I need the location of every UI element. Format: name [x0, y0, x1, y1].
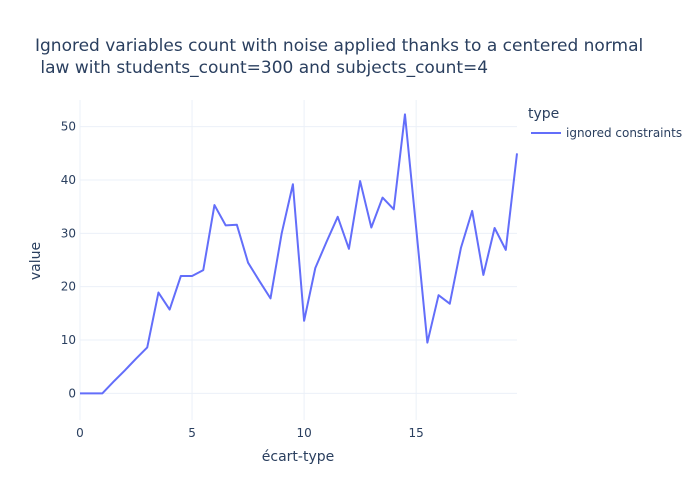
data-point[interactable]: [423, 339, 431, 347]
data-point[interactable]: [289, 180, 297, 188]
grid: [79, 100, 517, 420]
data-point[interactable]: [121, 366, 129, 374]
legend-items[interactable]: ignored constraints: [531, 126, 682, 140]
data-point[interactable]: [188, 272, 196, 280]
data-point[interactable]: [367, 223, 375, 231]
x-tick-label-3: 15: [409, 426, 424, 440]
data-point[interactable]: [435, 291, 443, 299]
data-point[interactable]: [76, 389, 84, 397]
plot-area[interactable]: [76, 110, 521, 397]
data-point[interactable]: [311, 264, 319, 272]
data-point[interactable]: [166, 306, 174, 314]
data-point[interactable]: [390, 205, 398, 213]
y-tick-label-0: 0: [68, 386, 76, 400]
data-point[interactable]: [412, 224, 420, 232]
data-point[interactable]: [468, 207, 476, 215]
data-point[interactable]: [300, 317, 308, 325]
y-tick-label-2: 20: [61, 280, 76, 294]
data-point[interactable]: [222, 221, 230, 229]
y-tick-label-5: 50: [61, 120, 76, 134]
x-tick-label-1: 5: [188, 426, 196, 440]
data-point[interactable]: [379, 194, 387, 202]
data-point[interactable]: [233, 221, 241, 229]
data-point[interactable]: [345, 245, 353, 253]
x-axis-ticks: 0 5 10 15: [76, 426, 424, 440]
data-point[interactable]: [502, 246, 510, 254]
data-point[interactable]: [210, 201, 218, 209]
data-point[interactable]: [278, 229, 286, 237]
chart-title-line-2: law with students_count=300 and subjects…: [35, 58, 488, 78]
data-point[interactable]: [491, 224, 499, 232]
y-axis-ticks: 0 10 20 30 40 50: [61, 120, 76, 401]
legend-label-0[interactable]: ignored constraints: [566, 126, 682, 140]
data-point[interactable]: [266, 294, 274, 302]
data-point[interactable]: [334, 213, 342, 221]
chart-title: Ignored variables count with noise appli…: [35, 36, 643, 78]
data-point[interactable]: [446, 300, 454, 308]
x-tick-label-2: 10: [296, 426, 311, 440]
data-point[interactable]: [87, 389, 95, 397]
chart-title-line-1: Ignored variables count with noise appli…: [35, 36, 643, 56]
data-point[interactable]: [110, 378, 118, 386]
legend-title: type: [528, 106, 559, 122]
y-tick-label-3: 30: [61, 226, 76, 240]
data-point[interactable]: [199, 266, 207, 274]
data-point[interactable]: [255, 277, 263, 285]
data-point[interactable]: [244, 259, 252, 267]
data-point[interactable]: [401, 110, 409, 118]
legend[interactable]: type ignored constraints: [528, 106, 682, 140]
data-point[interactable]: [479, 271, 487, 279]
data-point[interactable]: [98, 389, 106, 397]
data-point[interactable]: [177, 272, 185, 280]
series-line-0[interactable]: [80, 113, 518, 395]
data-point[interactable]: [132, 355, 140, 363]
x-tick-label-0: 0: [76, 426, 84, 440]
x-axis-title: écart-type: [262, 449, 334, 465]
data-point[interactable]: [143, 343, 151, 351]
data-point[interactable]: [356, 177, 364, 185]
data-point[interactable]: [154, 289, 162, 297]
y-tick-label-4: 40: [61, 173, 76, 187]
data-point[interactable]: [323, 238, 331, 246]
y-tick-label-1: 10: [61, 333, 76, 347]
data-point[interactable]: [457, 244, 465, 252]
y-axis-title: value: [28, 242, 44, 280]
data-point[interactable]: [513, 149, 521, 157]
